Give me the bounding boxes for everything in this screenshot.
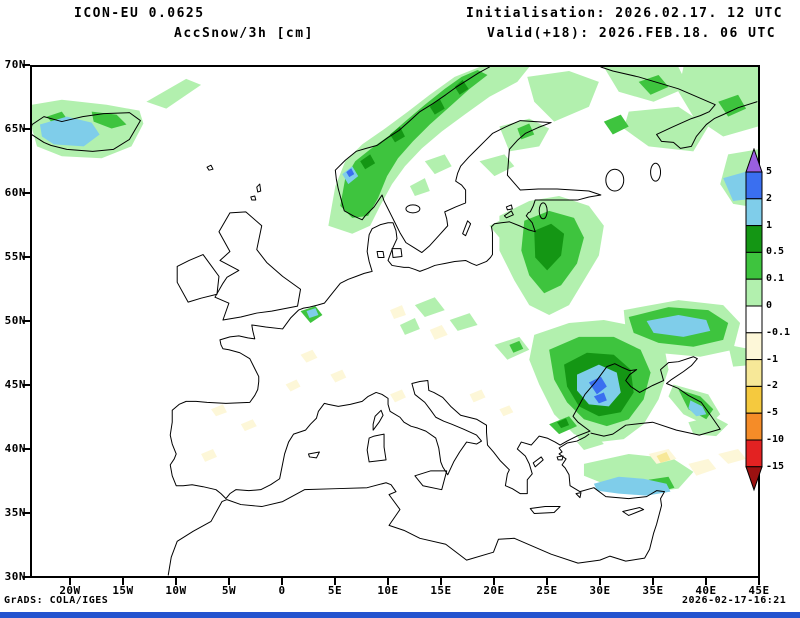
lon-tick bbox=[493, 578, 495, 585]
lat-tick-label: 55N bbox=[4, 250, 26, 263]
lat-tick bbox=[23, 320, 30, 322]
lon-tick bbox=[334, 578, 336, 585]
lon-tick-label: 15W bbox=[112, 584, 134, 597]
colorbar bbox=[745, 148, 763, 492]
lon-tick bbox=[758, 578, 760, 585]
lon-tick bbox=[546, 578, 548, 585]
lat-tick-label: 45N bbox=[4, 378, 26, 391]
lon-tick-label: 15E bbox=[430, 584, 452, 597]
lon-tick bbox=[705, 578, 707, 585]
lon-tick-label: 10E bbox=[377, 584, 399, 597]
lon-tick-label: 30E bbox=[589, 584, 611, 597]
lon-tick-label: 5E bbox=[327, 584, 343, 597]
colorbar-tick-label: 1 bbox=[766, 219, 773, 231]
snow-shading-layer bbox=[32, 67, 758, 496]
lat-tick bbox=[23, 512, 30, 514]
coastline-layer bbox=[32, 67, 758, 576]
lat-tick-label: 35N bbox=[4, 506, 26, 519]
map-frame bbox=[30, 65, 760, 578]
variable-title: AccSnow/3h [cm] bbox=[174, 26, 314, 41]
lon-tick bbox=[69, 578, 71, 585]
colorbar-tick-label: 2 bbox=[766, 192, 773, 204]
colorbar-tick-label: -0.1 bbox=[766, 326, 791, 338]
grads-credit: GrADS: COLA/IGES bbox=[4, 595, 109, 606]
colorbar-tick-label: 0.5 bbox=[766, 246, 785, 258]
colorbar-tick-label: -1 bbox=[766, 353, 779, 365]
lat-tick bbox=[23, 128, 30, 130]
lat-tick-label: 50N bbox=[4, 314, 26, 327]
lon-tick-label: 5W bbox=[221, 584, 237, 597]
lon-tick-label: 10W bbox=[165, 584, 187, 597]
lat-tick-label: 30N bbox=[4, 570, 26, 583]
lat-tick bbox=[23, 64, 30, 66]
lon-tick-label: 35E bbox=[642, 584, 664, 597]
model-title: ICON-EU 0.0625 bbox=[74, 6, 205, 21]
lon-tick-label: 20E bbox=[483, 584, 505, 597]
colorbar-tick-label: -2 bbox=[766, 380, 779, 392]
lon-tick bbox=[281, 578, 283, 585]
colorbar-tick-label: -5 bbox=[766, 407, 779, 419]
lat-tick-label: 70N bbox=[4, 58, 26, 71]
lon-tick bbox=[599, 578, 601, 585]
lon-tick bbox=[652, 578, 654, 585]
lon-tick bbox=[122, 578, 124, 585]
lon-tick bbox=[440, 578, 442, 585]
lat-tick bbox=[23, 576, 30, 578]
lat-tick bbox=[23, 384, 30, 386]
colorbar-svg bbox=[745, 148, 763, 492]
colorbar-tick-label: 5 bbox=[766, 166, 773, 177]
lat-tick bbox=[23, 448, 30, 450]
bottom-blue-bar bbox=[0, 612, 800, 618]
lat-tick bbox=[23, 256, 30, 258]
colorbar-tick-label: 0.1 bbox=[766, 273, 785, 285]
lon-tick bbox=[228, 578, 230, 585]
lon-tick bbox=[175, 578, 177, 585]
render-timestamp: 2026-02-17-16:21 bbox=[682, 595, 787, 606]
lon-tick-label: 25E bbox=[536, 584, 558, 597]
lat-tick bbox=[23, 192, 30, 194]
colorbar-tick-label: -15 bbox=[766, 460, 785, 472]
colorbar-tick-label: -10 bbox=[766, 434, 785, 445]
lon-tick-label: 0 bbox=[278, 584, 286, 597]
lat-tick-label: 40N bbox=[4, 442, 26, 455]
lon-tick bbox=[387, 578, 389, 585]
lat-tick-label: 60N bbox=[4, 186, 26, 199]
init-time-label: Initialisation: 2026.02.17. 12 UTC bbox=[466, 6, 784, 21]
map-svg bbox=[32, 67, 758, 576]
valid-time-label: Valid(+18): 2026.FEB.18. 06 UTC bbox=[487, 26, 777, 41]
lat-tick-label: 65N bbox=[4, 122, 26, 135]
colorbar-tick-label: 0 bbox=[766, 300, 773, 311]
